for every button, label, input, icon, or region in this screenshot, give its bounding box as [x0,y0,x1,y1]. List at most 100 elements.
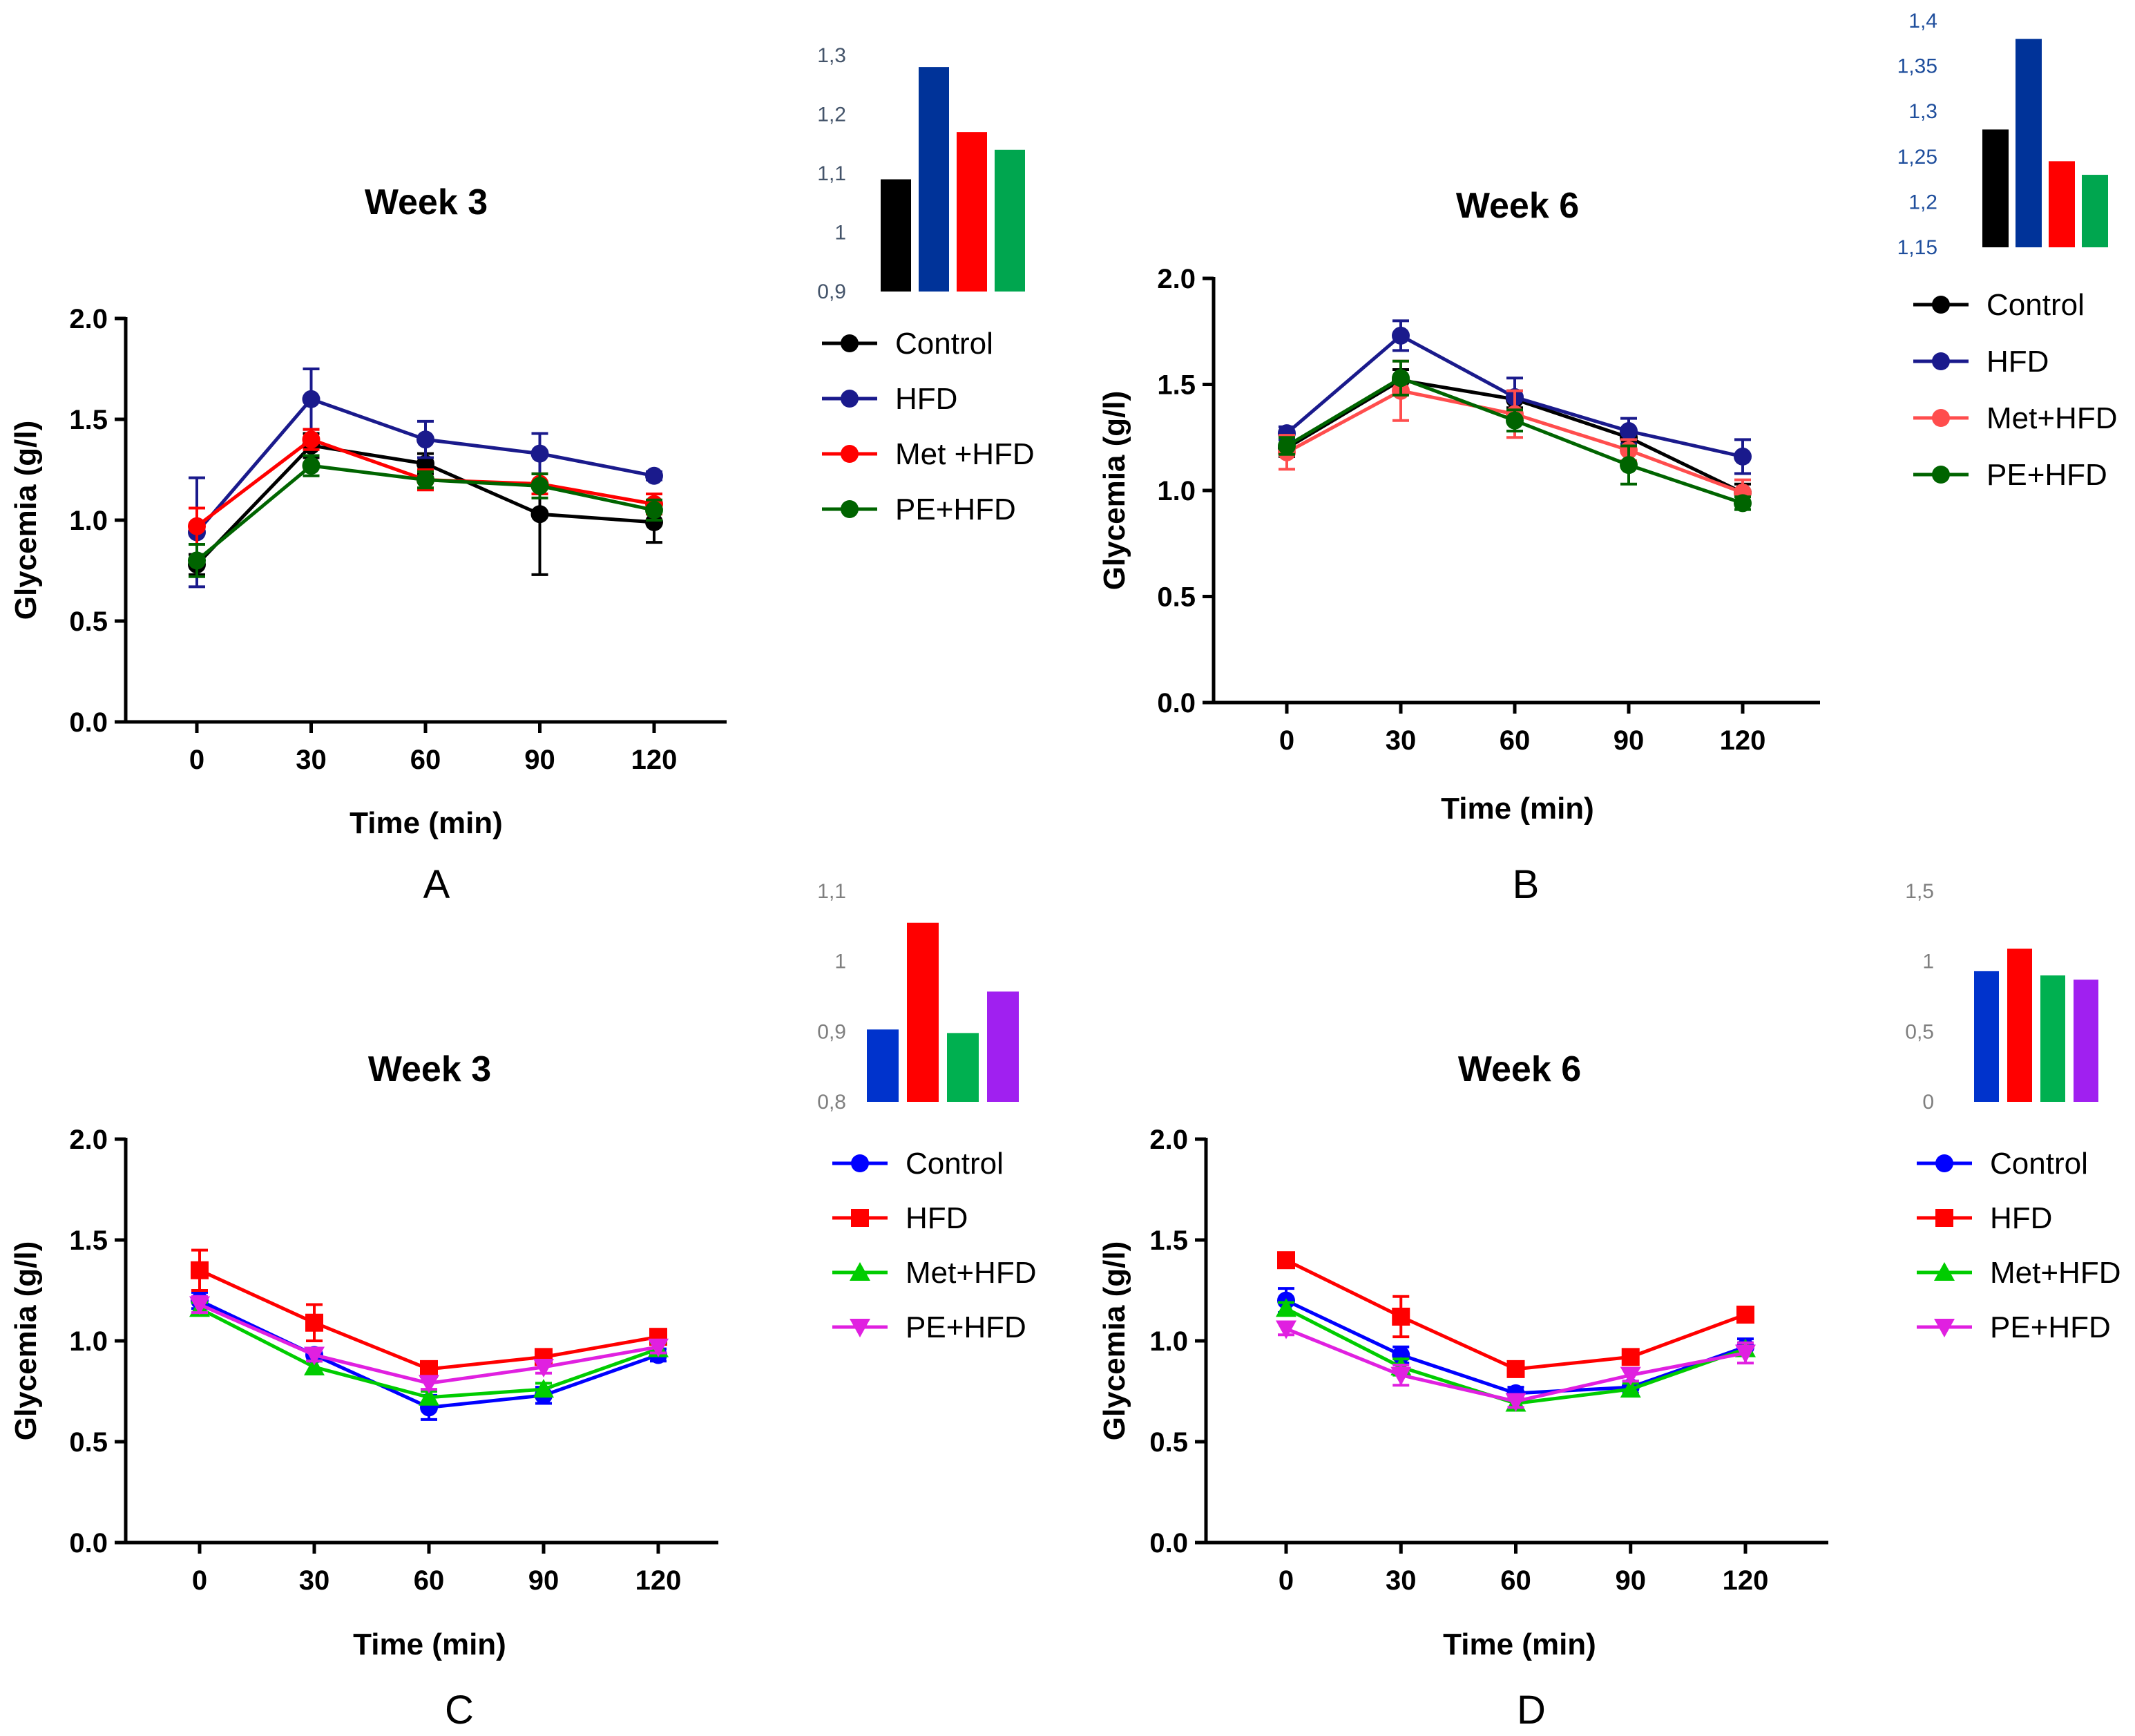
panel-label: D [1517,1688,1546,1733]
inset-bar-chart: 0 0,5 1 1,5 [1905,880,2098,1114]
inset-tick-label: 1,15 [1897,236,1937,259]
data-point [1736,1306,1754,1324]
inset-tick-label: 1 [834,951,846,973]
inset-tick-label: 1,3 [1908,100,1937,123]
inset-tick-label: 1,1 [817,162,846,185]
x-tick-label: 90 [524,745,555,775]
data-point [188,551,206,570]
data-point [1505,1393,1526,1412]
chart-title: Week 3 [365,182,488,222]
inset-bar [907,922,939,1102]
inset-bar [1982,129,2009,247]
chart-panel-d: Week 6 0.0 0.5 1.0 1.5 2.0 0 30 60 90 120 Time (min… [1098,880,2120,1733]
data-point [1392,369,1410,388]
legend-label: Control [906,1147,1004,1181]
y-tick-label: 1.0 [1157,476,1196,506]
series-line [198,1268,659,1371]
legend-label: PE+HFD [895,493,1016,526]
data-point [533,1379,554,1398]
inset-bar [2016,39,2042,248]
inset-bar [2040,975,2065,1102]
panel-label: A [423,862,450,907]
x-tick-label: 30 [1386,1565,1417,1596]
legend-marker [1935,1209,1953,1227]
y-tick-label: 0.5 [1149,1427,1188,1458]
data-point [1506,411,1524,430]
chart-title: Week 3 [368,1049,491,1089]
data-point [417,470,434,489]
y-tick-label: 2.0 [1157,264,1196,294]
data-point [1734,447,1752,466]
data-point [530,444,549,463]
y-tick-label: 2.0 [69,304,108,334]
data-point [1392,326,1410,345]
inset-bar [957,132,987,292]
chart-title: Week 6 [1456,186,1579,226]
inset-tick-label: 0 [1922,1091,1934,1114]
data-point [1621,1348,1640,1366]
inset-tick-label: 0,9 [817,280,846,303]
y-tick-label: 1.5 [1157,370,1196,401]
x-tick-label: 30 [299,1565,330,1596]
y-tick-label: 2.0 [1149,1125,1188,1155]
y-tick-label: 2.0 [69,1125,108,1155]
data-point [1276,1320,1296,1339]
data-point [417,430,434,449]
inset-bar [867,1029,899,1102]
x-tick-label: 120 [1720,725,1766,756]
data-point [1620,422,1638,441]
inset-tick-label: 1,1 [817,880,846,903]
y-axis-title: Glycemia (g/l) [9,421,43,620]
x-tick-label: 120 [631,745,678,775]
data-point [419,1375,439,1394]
x-tick-label: 60 [1500,725,1531,756]
legend-marker [1932,466,1950,484]
data-point [304,1356,325,1375]
legend-label: HFD [1990,1201,2052,1235]
legend-label: PE+HFD [1990,1310,2111,1344]
x-tick-label: 90 [528,1565,559,1596]
data-point [417,455,434,473]
data-point [1278,437,1296,455]
data-point [302,390,320,408]
inset-bar [947,1033,979,1102]
data-point [302,457,320,475]
x-tick-label: 60 [414,1565,445,1596]
x-tick-label: 0 [189,745,204,775]
data-point [1506,1360,1525,1378]
legend-marker [841,445,859,463]
legend-marker [1932,409,1950,427]
inset-bar [2007,948,2032,1102]
inset-bar [2074,980,2098,1102]
inset-tick-label: 1,4 [1908,10,1937,32]
data-point [304,1346,325,1366]
data-point [645,466,663,485]
legend-label: PE+HFD [906,1310,1026,1344]
data-point [1620,1379,1641,1398]
series-line [1285,1299,1746,1395]
inset-tick-label: 1,2 [817,104,846,126]
inset-bar-chart: 0,9 1 1,1 1,2 1,3 [817,44,1025,303]
legend-marker [1934,1262,1955,1281]
y-tick-label: 1.0 [69,1326,108,1357]
panel-label: C [445,1688,474,1733]
data-point [645,501,663,519]
chart-panel-b: Week 6 0.0 0.5 1.0 1.5 2.0 0 30 60 90 120 Time (min… [1098,10,2117,907]
x-axis-title: Time (min) [353,1628,506,1661]
x-axis-title: Time (min) [1441,792,1594,826]
legend-label: Met +HFD [895,437,1035,471]
data-point [189,1296,210,1315]
inset-bar [1974,971,1999,1102]
inset-bar [2049,161,2075,247]
inset-tick-label: 1,5 [1905,880,1934,903]
inset-tick-label: 1,3 [817,44,846,67]
legend-marker [1935,1154,1953,1172]
x-tick-label: 90 [1616,1565,1647,1596]
legend-label: HFD [895,382,957,416]
chart-title: Week 6 [1458,1049,1581,1089]
inset-bar [919,67,949,292]
legend-marker [1932,296,1950,314]
data-point [419,1386,439,1406]
legend-label: Control [1986,288,2085,322]
